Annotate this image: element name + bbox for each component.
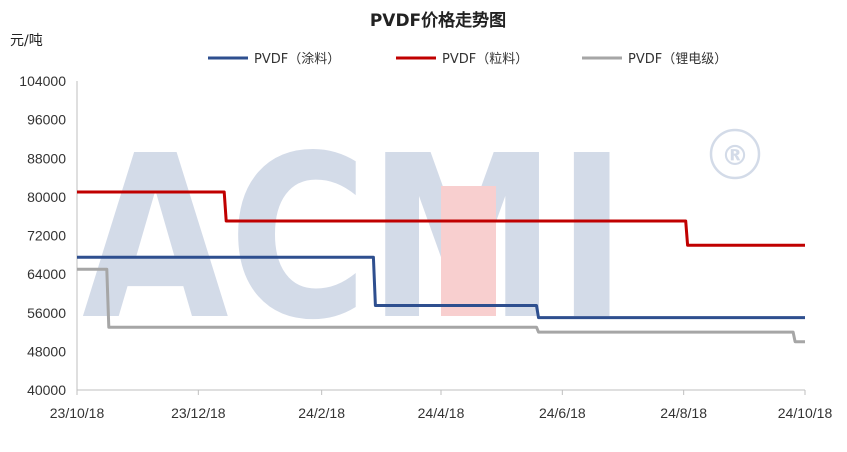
x-tick-label: 24/2/18 [298, 405, 345, 421]
series-line [77, 190, 805, 247]
registered-mark: ® [721, 139, 749, 172]
series-line [77, 267, 805, 344]
y-axis-unit: 元/吨 [10, 33, 43, 49]
y-tick-label: 96000 [27, 112, 66, 128]
y-tick-label: 104000 [19, 73, 66, 89]
y-tick-label: 88000 [27, 150, 66, 166]
y-tick-label: 80000 [27, 189, 66, 205]
registered-mark-circle [709, 128, 761, 180]
y-axis: 40000 48000 56000 64000 72000 80000 88000 96000… [19, 73, 78, 398]
x-tick-label: 24/4/18 [418, 405, 465, 421]
x-tick-label: 24/10/18 [778, 405, 833, 421]
x-tick-label: 24/8/18 [660, 405, 707, 421]
y-tick-label: 48000 [27, 343, 66, 359]
y-tick-label: 72000 [27, 228, 66, 244]
legend-label: PVDF（锂电级） [628, 52, 727, 67]
watermark-accent-stroke [441, 186, 496, 316]
y-tick-label: 64000 [27, 266, 66, 282]
y-tick-label: 56000 [27, 305, 66, 321]
x-tick-label: 24/6/18 [539, 405, 586, 421]
legend-label: PVDF（涂料） [254, 51, 340, 67]
series-line [77, 255, 805, 320]
chart-title: PVDF价格走势图 [370, 10, 506, 31]
x-tick-label: 23/10/18 [50, 405, 105, 421]
series-layer [77, 190, 805, 344]
x-tick-label: 23/12/18 [171, 405, 226, 421]
legend: PVDF（涂料） PVDF（粒料） PVDF（锂电级） [208, 51, 727, 67]
y-tick-label: 40000 [27, 382, 66, 398]
legend-label: PVDF（粒料） [442, 52, 528, 67]
x-axis: 23/10/18 23/12/18 24/2/18 24/4/18 24/6/18 24/… [50, 389, 833, 421]
